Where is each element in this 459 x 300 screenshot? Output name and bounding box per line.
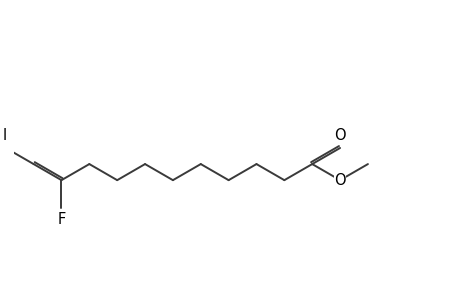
Text: I: I: [2, 128, 7, 143]
Text: O: O: [334, 173, 345, 188]
Text: O: O: [334, 128, 345, 143]
Text: F: F: [57, 212, 66, 227]
